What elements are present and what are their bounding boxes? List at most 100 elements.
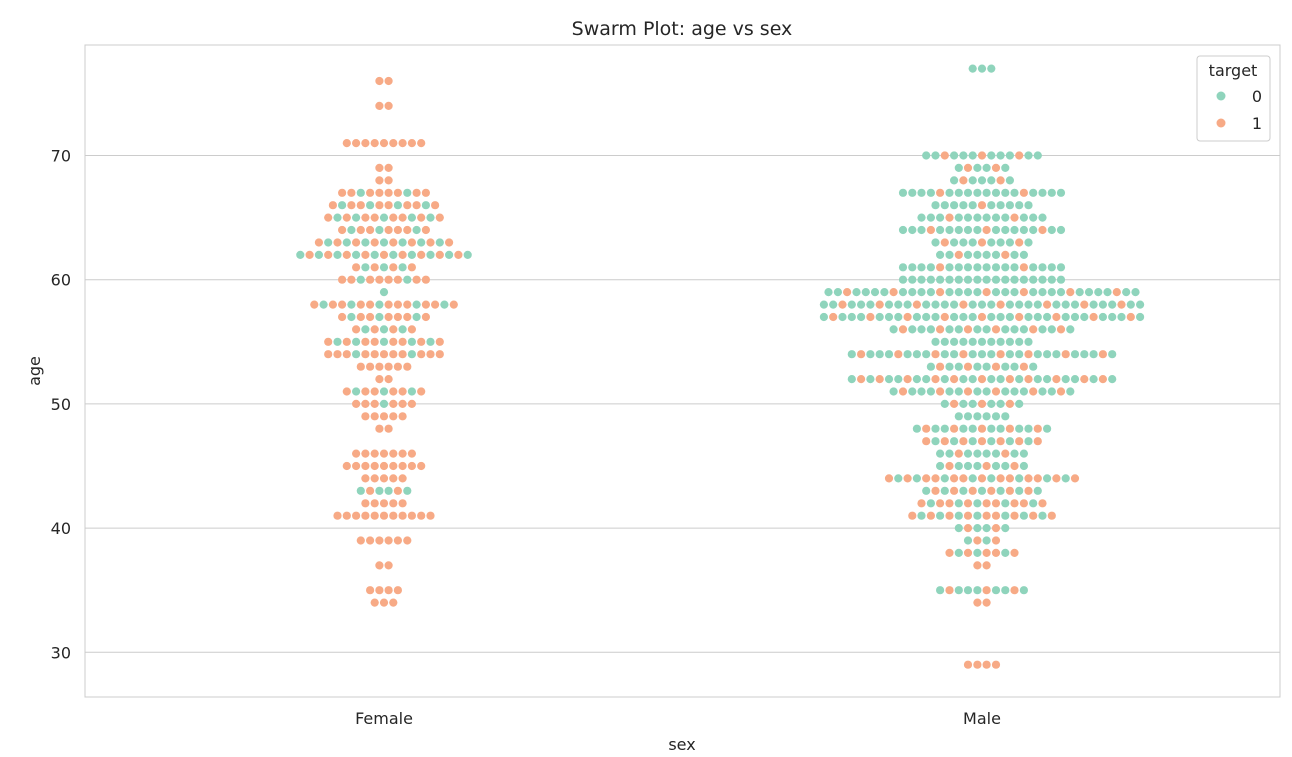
data-point-target-1 [931, 350, 940, 359]
data-point-target-1 [407, 461, 416, 471]
data-point-target-1 [431, 300, 440, 309]
data-point-target-0 [1019, 449, 1028, 458]
data-point-target-0 [1015, 424, 1024, 433]
data-point-target-0 [398, 263, 407, 272]
data-point-target-0 [926, 213, 936, 222]
data-point-target-0 [421, 201, 430, 210]
data-point-target-0 [973, 250, 982, 259]
data-point-target-0 [463, 250, 472, 259]
data-point-target-0 [1015, 337, 1024, 346]
data-point-target-0 [1019, 586, 1028, 595]
data-point-target-0 [1108, 375, 1117, 384]
data-point-target-1 [426, 350, 435, 359]
data-point-target-1 [982, 548, 991, 558]
data-point-target-1 [379, 499, 389, 508]
data-point-target-0 [1070, 300, 1080, 309]
data-point-target-0 [1015, 486, 1024, 495]
data-point-target-0 [1029, 499, 1038, 508]
data-point-target-0 [1136, 300, 1145, 309]
data-point-target-1 [977, 474, 987, 483]
data-point-target-1 [982, 586, 991, 595]
data-point-target-0 [1108, 350, 1117, 359]
data-point-target-0 [991, 449, 1001, 458]
data-point-target-0 [931, 300, 940, 309]
data-point-target-0 [931, 312, 940, 322]
data-point-target-1 [987, 486, 996, 495]
data-point-target-0 [973, 461, 982, 471]
data-point-target-0 [1001, 163, 1010, 172]
data-point-target-0 [968, 312, 977, 322]
data-point-target-0 [954, 325, 963, 334]
data-point-target-1 [366, 188, 375, 197]
data-point-target-1 [926, 225, 936, 235]
data-point-target-0 [1024, 424, 1033, 433]
data-point-target-0 [435, 238, 444, 247]
data-point-target-0 [1043, 312, 1052, 322]
data-point-target-1 [352, 449, 361, 458]
data-point-target-0 [973, 387, 982, 396]
data-point-target-0 [1015, 375, 1024, 384]
data-point-target-0 [1005, 300, 1015, 309]
data-point-target-0 [973, 263, 982, 272]
data-point-target-1 [1005, 486, 1015, 495]
data-point-target-0 [987, 350, 996, 359]
legend-label-0: 0 [1252, 87, 1262, 106]
data-point-target-1 [398, 499, 407, 508]
data-point-target-1 [333, 238, 342, 247]
data-point-target-0 [936, 250, 945, 259]
data-point-target-1 [996, 474, 1005, 483]
data-point-target-0 [426, 250, 435, 259]
data-point-target-0 [894, 474, 903, 483]
data-point-target-0 [1066, 325, 1075, 334]
data-point-target-0 [1043, 350, 1052, 359]
data-point-target-0 [1001, 461, 1010, 471]
data-point-target-0 [875, 312, 884, 322]
y-tick-label: 50 [51, 395, 71, 414]
data-point-target-0 [1038, 288, 1047, 297]
data-point-target-0 [889, 387, 898, 396]
data-point-target-1 [982, 561, 991, 570]
data-point-target-1 [1019, 188, 1028, 197]
data-point-target-1 [926, 511, 936, 520]
data-point-target-0 [426, 213, 435, 222]
data-point-target-1 [843, 288, 852, 297]
data-point-target-0 [1019, 325, 1028, 334]
data-point-target-0 [398, 325, 407, 334]
data-point-target-0 [982, 250, 991, 259]
data-point-target-1 [435, 213, 444, 222]
data-point-target-1 [857, 375, 866, 384]
data-point-target-0 [982, 362, 991, 371]
data-point-target-1 [347, 201, 356, 210]
data-point-target-1 [389, 350, 398, 359]
data-point-target-0 [379, 337, 389, 346]
data-point-target-0 [894, 312, 903, 322]
data-point-target-1 [973, 598, 982, 607]
data-point-target-1 [361, 250, 370, 259]
data-point-target-1 [398, 412, 407, 421]
data-point-target-0 [375, 225, 384, 235]
data-point-target-0 [917, 188, 926, 197]
data-point-target-0 [866, 350, 875, 359]
data-point-target-0 [982, 449, 991, 458]
data-point-target-0 [954, 461, 963, 471]
legend: target 0 1 [1196, 55, 1271, 142]
data-point-target-0 [959, 399, 968, 408]
data-point-target-0 [950, 312, 959, 322]
data-point-target-1 [1098, 375, 1107, 384]
data-point-target-0 [407, 350, 416, 359]
data-point-target-0 [940, 424, 949, 433]
data-point-target-1 [342, 511, 351, 520]
data-point-target-1 [356, 225, 365, 235]
data-point-target-0 [973, 548, 982, 558]
data-point-target-1 [1066, 288, 1075, 297]
data-point-target-0 [1010, 225, 1019, 235]
data-point-target-1 [903, 474, 912, 483]
data-point-target-1 [963, 511, 973, 520]
data-point-target-0 [922, 312, 931, 322]
data-point-target-1 [389, 461, 398, 471]
data-point-target-0 [412, 225, 421, 235]
data-point-target-1 [389, 474, 398, 483]
data-point-target-1 [366, 300, 375, 309]
data-point-target-0 [926, 362, 936, 371]
data-point-target-0 [1001, 412, 1010, 421]
